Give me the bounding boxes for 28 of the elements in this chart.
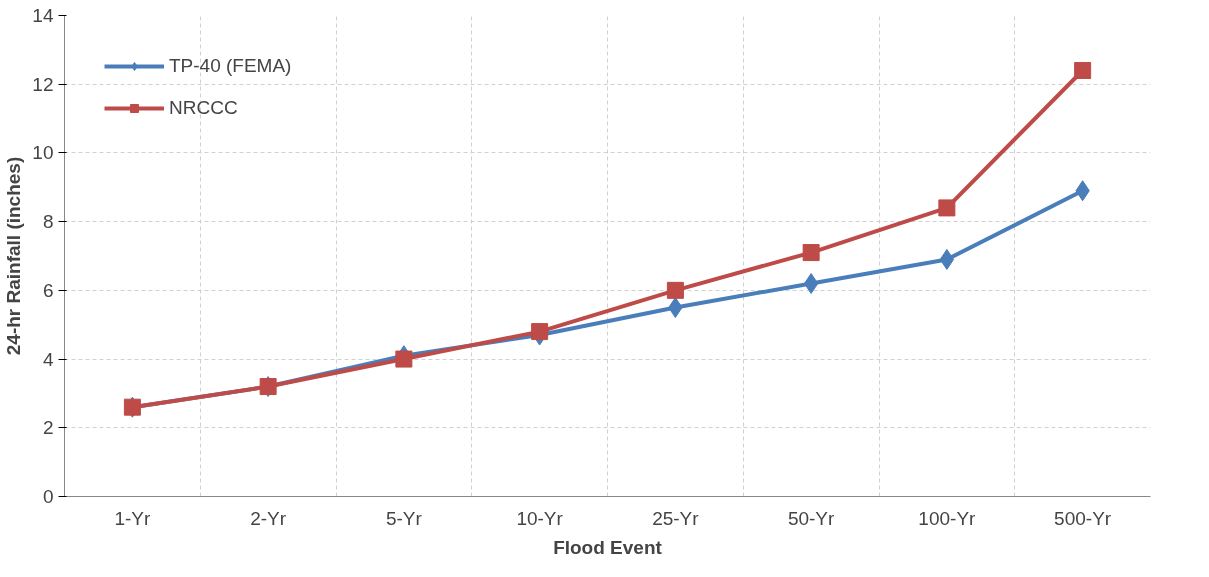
x-tick-label: 10-Yr xyxy=(516,507,564,529)
y-tick-label: 6 xyxy=(42,279,54,301)
x-axis-title: Flood Event xyxy=(553,536,663,558)
x-tick-label: 500-Yr xyxy=(1054,507,1112,529)
y-tick-label: 10 xyxy=(32,142,54,164)
x-tick-label: 100-Yr xyxy=(918,507,977,529)
point xyxy=(666,281,684,299)
x-tick-label: 25-Yr xyxy=(652,507,700,529)
point xyxy=(802,244,820,262)
point xyxy=(395,350,413,368)
y-tick-label: 4 xyxy=(42,348,54,370)
legend-label: NRCCC xyxy=(169,97,238,119)
point xyxy=(803,272,819,294)
y-tick-label: 0 xyxy=(42,486,54,507)
x-tick-label: 5-Yr xyxy=(385,507,423,529)
point xyxy=(939,248,955,270)
x-tick-label: 2-Yr xyxy=(250,507,287,529)
point xyxy=(531,323,549,341)
y-tick-label: 8 xyxy=(42,211,54,233)
point xyxy=(938,199,956,217)
y-tick-label: 2 xyxy=(42,417,54,439)
legend-label: TP-40 (FEMA) xyxy=(169,55,292,77)
x-tick-label: 50-Yr xyxy=(787,507,836,529)
y-axis-title: 24-hr Rainfall (inches) xyxy=(3,156,25,356)
y-tick-label: 12 xyxy=(32,73,54,95)
x-tick-label: 1-Yr xyxy=(114,507,151,529)
y-tick-label: 14 xyxy=(32,5,54,26)
point xyxy=(1074,61,1092,79)
